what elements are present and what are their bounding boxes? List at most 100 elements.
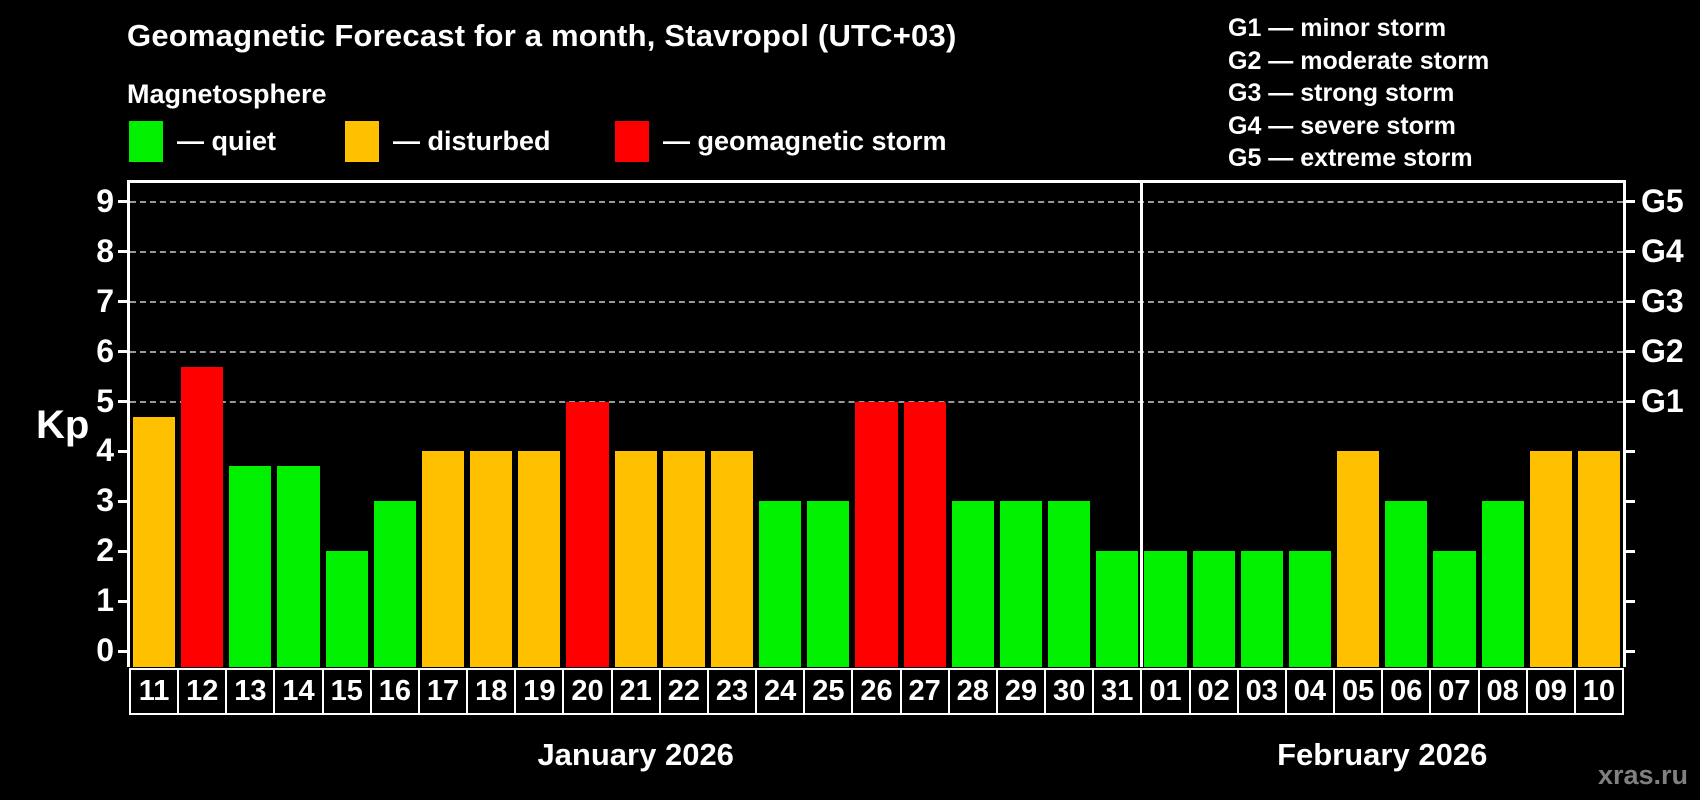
quiet-swatch-icon	[129, 120, 163, 162]
kp-bar-day-27	[903, 401, 946, 667]
g-label-G3: G3	[1641, 282, 1684, 319]
storm-scale-item: G3 — strong storm	[1228, 79, 1455, 107]
legend-item-storm: — geomagnetic storm	[615, 120, 947, 162]
kp-bar-day-15	[325, 551, 368, 667]
y-tick-label-3: 3	[96, 482, 114, 519]
kp-bar-day-06	[1385, 501, 1428, 667]
month-separator-line	[1139, 183, 1143, 667]
g-tick-7	[1623, 300, 1635, 304]
y-tick-6	[118, 350, 130, 354]
g-label-G1: G1	[1641, 382, 1684, 419]
kp-bar-day-05	[1337, 451, 1380, 667]
kp-bar-day-19	[518, 451, 561, 667]
day-label-10: 10	[1573, 668, 1624, 715]
day-label-06: 06	[1381, 668, 1432, 715]
day-label-12: 12	[177, 668, 228, 715]
g-tick-1	[1623, 599, 1635, 603]
kp-bar-day-12	[181, 366, 224, 667]
g-label-G2: G2	[1641, 332, 1684, 369]
day-label-08: 08	[1477, 668, 1528, 715]
g-label-G4: G4	[1641, 232, 1684, 269]
g-tick-8	[1623, 250, 1635, 254]
day-label-05: 05	[1333, 668, 1384, 715]
legend-label: — quiet	[177, 125, 276, 156]
day-label-19: 19	[514, 668, 565, 715]
storm-swatch-icon	[615, 120, 649, 162]
kp-bar-day-20	[566, 401, 609, 667]
kp-bar-day-09	[1529, 451, 1572, 667]
y-tick-0	[118, 649, 130, 653]
day-label-09: 09	[1525, 668, 1576, 715]
day-label-11: 11	[129, 668, 180, 715]
legend-item-quiet: — quiet	[129, 120, 276, 162]
day-label-25: 25	[803, 668, 854, 715]
y-tick-label-9: 9	[96, 182, 114, 219]
y-tick-label-8: 8	[96, 232, 114, 269]
page-title: Geomagnetic Forecast for a month, Stavro…	[127, 18, 957, 53]
kp-bar-day-17	[421, 451, 465, 667]
day-label-23: 23	[706, 668, 758, 715]
day-label-31: 31	[1092, 668, 1143, 715]
day-label-16: 16	[369, 668, 420, 715]
month-label: January 2026	[537, 737, 734, 772]
day-label-21: 21	[610, 668, 661, 715]
plot-area	[127, 180, 1626, 667]
g-tick-9	[1623, 200, 1635, 204]
gridline-kp-9	[130, 200, 1623, 203]
kp-bar-day-26	[855, 401, 898, 667]
kp-bar-day-18	[470, 451, 513, 667]
disturbed-swatch-icon	[345, 120, 379, 162]
g-tick-3	[1623, 499, 1635, 503]
day-label-29: 29	[995, 668, 1047, 715]
kp-bar-day-24	[759, 501, 802, 667]
kp-bar-day-16	[373, 501, 416, 667]
kp-bar-day-10	[1577, 451, 1620, 667]
legend-label: — geomagnetic storm	[663, 125, 947, 156]
day-label-26: 26	[851, 668, 902, 715]
day-label-28: 28	[947, 668, 998, 715]
g-tick-2	[1623, 549, 1635, 553]
y-tick-label-1: 1	[96, 582, 114, 619]
y-tick-label-4: 4	[96, 432, 114, 469]
day-label-01: 01	[1140, 668, 1191, 715]
g-label-G5: G5	[1641, 182, 1684, 219]
y-tick-5	[118, 400, 130, 404]
day-label-18: 18	[466, 668, 517, 715]
kp-bar-day-23	[710, 451, 754, 667]
day-label-15: 15	[321, 668, 372, 715]
kp-bar-day-02	[1192, 551, 1235, 667]
y-tick-2	[118, 549, 130, 553]
y-tick-label-7: 7	[96, 282, 114, 319]
y-tick-7	[118, 300, 130, 304]
day-label-13: 13	[225, 668, 276, 715]
kp-bar-day-22	[662, 451, 705, 667]
g-tick-5	[1623, 400, 1635, 404]
day-label-04: 04	[1284, 668, 1336, 715]
kp-bar-day-25	[807, 501, 850, 667]
g-tick-6	[1623, 350, 1635, 354]
y-tick-label-2: 2	[96, 532, 114, 569]
y-tick-label-6: 6	[96, 332, 114, 369]
kp-bar-day-01	[1144, 551, 1187, 667]
day-label-27: 27	[899, 668, 950, 715]
g-tick-0	[1623, 649, 1635, 653]
month-label: February 2026	[1277, 737, 1488, 772]
y-tick-8	[118, 250, 130, 254]
day-label-30: 30	[1044, 668, 1095, 715]
gridline-kp-5	[130, 400, 1623, 403]
kp-bar-day-08	[1481, 501, 1524, 667]
kp-bar-day-31	[1096, 551, 1139, 667]
day-label-07: 07	[1429, 668, 1480, 715]
storm-scale-item: G1 — minor storm	[1228, 14, 1447, 42]
day-label-17: 17	[417, 668, 469, 715]
day-label-24: 24	[755, 668, 806, 715]
gridline-kp-6	[130, 350, 1623, 353]
storm-scale-item: G2 — moderate storm	[1228, 46, 1490, 75]
y-tick-label-5: 5	[96, 382, 114, 419]
storm-scale-item: G5 — extreme storm	[1228, 144, 1473, 172]
day-label-03: 03	[1236, 668, 1287, 715]
gridline-kp-7	[130, 300, 1623, 303]
y-tick-4	[118, 449, 130, 453]
storm-scale-legend: G1 — minor storm G2 — moderate storm G3 — …	[1228, 12, 1489, 175]
